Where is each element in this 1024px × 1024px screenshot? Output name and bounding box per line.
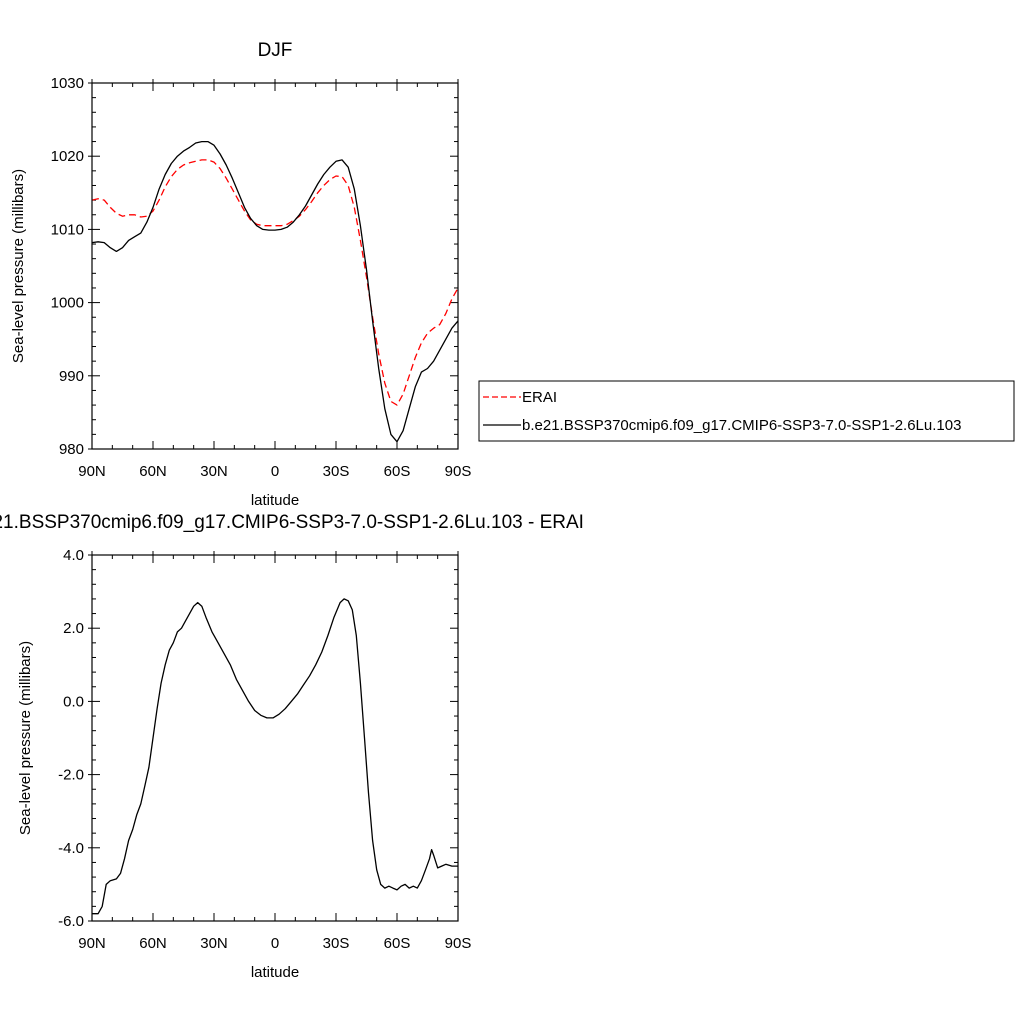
legend: ERAI b.e21.BSSP370cmip6.f09_g17.CMIP6-SS…: [478, 380, 1015, 442]
top-chart-y-tick-labels: 980 990 1000 1010 1020 1030: [51, 75, 84, 458]
bottom-chart-frame: [91, 554, 459, 922]
bottom-x-tick-label: 0: [271, 935, 279, 952]
bottom-chart-title: b.e21.BSSP370cmip6.f09_g17.CMIP6-SSP3-7.…: [0, 512, 584, 533]
bottom-y-tick-label: 4.0: [63, 547, 84, 564]
bottom-series-line-model: [92, 598, 458, 915]
legend-box: [478, 380, 1015, 442]
top-chart-y-axis-label: Sea-level pressure (millibars): [10, 169, 27, 363]
top-chart-x-tick-labels: 90N 60N 30N 0 30S 60S 90S: [78, 463, 471, 480]
top-x-tick-label: 90N: [78, 463, 106, 480]
legend-label-erai: ERAI: [522, 389, 557, 406]
bottom-y-tick-label: -4.0: [58, 840, 84, 857]
top-x-tick-label: 30N: [200, 463, 228, 480]
top-series-line-erai: [91, 159, 459, 406]
bottom-chart-series: [92, 598, 458, 915]
top-y-tick-label: 1010: [51, 221, 84, 238]
top-chart-frame: [91, 82, 459, 450]
top-x-tick-label: 30S: [323, 463, 350, 480]
bottom-x-tick-label: 30S: [323, 935, 350, 952]
bottom-y-tick-label: -2.0: [58, 767, 84, 784]
top-chart-ticks: [88, 79, 459, 450]
bottom-chart-x-axis-label: latitude: [251, 964, 299, 981]
bottom-chart-y-axis-label: Sea-level pressure (millibars): [17, 641, 34, 835]
bottom-x-tick-label: 30N: [200, 935, 228, 952]
bottom-x-tick-label: 90S: [445, 935, 472, 952]
top-chart-series: [91, 140, 459, 443]
bottom-y-tick-label: 0.0: [63, 693, 84, 710]
top-x-tick-label: 90S: [445, 463, 472, 480]
top-y-tick-label: 1030: [51, 75, 84, 92]
top-y-tick-label: 990: [59, 368, 84, 385]
top-series-line-model: [91, 140, 459, 443]
bottom-x-tick-label: 90N: [78, 935, 106, 952]
top-x-tick-label: 0: [271, 463, 279, 480]
legend-label-model: b.e21.BSSP370cmip6.f09_g17.CMIP6-SSP3-7.…: [522, 417, 961, 434]
top-chart-panel: DJF 980 990 1000 1010 1020 1030 90N 60N 30N 0 30S…: [10, 40, 471, 509]
bottom-x-tick-label: 60S: [384, 935, 411, 952]
bottom-y-tick-label: -6.0: [58, 913, 84, 930]
bottom-y-tick-label: 2.0: [63, 620, 84, 637]
bottom-chart-ticks: [88, 551, 459, 922]
top-chart-x-axis-label: latitude: [251, 492, 299, 509]
top-y-tick-label: 980: [59, 441, 84, 458]
top-y-tick-label: 1000: [51, 295, 84, 312]
bottom-chart-panel: b.e21.BSSP370cmip6.f09_g17.CMIP6-SSP3-7.…: [0, 512, 584, 981]
top-x-tick-label: 60N: [139, 463, 167, 480]
bottom-x-tick-label: 60N: [139, 935, 167, 952]
top-y-tick-label: 1020: [51, 148, 84, 165]
top-chart-title: DJF: [258, 40, 293, 61]
bottom-chart-x-tick-labels: 90N 60N 30N 0 30S 60S 90S: [78, 935, 471, 952]
bottom-chart-y-tick-labels: -6.0 -4.0 -2.0 0.0 2.0 4.0: [58, 547, 84, 930]
top-x-tick-label: 60S: [384, 463, 411, 480]
